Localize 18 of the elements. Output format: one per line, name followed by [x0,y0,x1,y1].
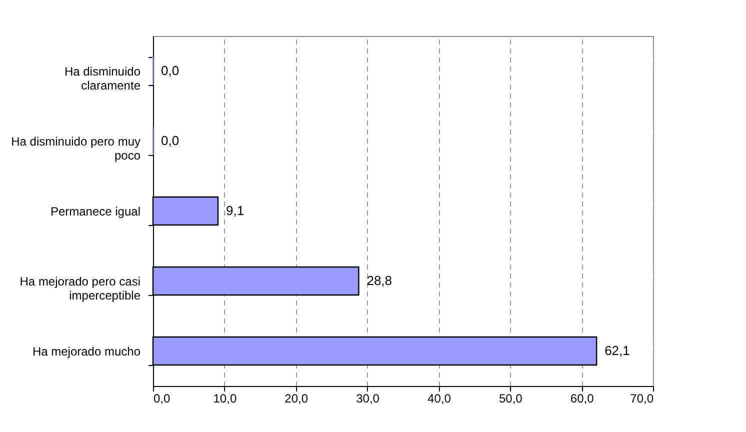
data-label: 0,0 [161,133,180,148]
x-tick-label: 40,0 [428,392,452,406]
x-tick-label: 70,0 [630,392,654,406]
data-label: 28,8 [366,273,392,288]
y-tick-label: Ha mejorado pero casi imperceptible [20,274,141,302]
y-tick-label: Ha mejorado mucho [32,344,141,358]
x-tick-label: 50,0 [498,392,523,406]
y-tick-label: Ha disminuido pero muy poco [11,134,141,162]
data-label: 0,0 [161,63,180,78]
y-tick-label: Ha disminuido claramente [64,64,141,92]
data-label: 62,1 [604,343,630,358]
data-label: 9,1 [226,203,244,218]
x-tick-label: 0,0 [154,392,171,406]
y-tick-label: Permanece igual [50,204,140,218]
x-tick-label: 10,0 [213,392,237,406]
x-tick-label: 30,0 [356,392,380,406]
x-tick-label: 60,0 [570,392,594,406]
x-tick-label: 20,0 [284,392,308,406]
